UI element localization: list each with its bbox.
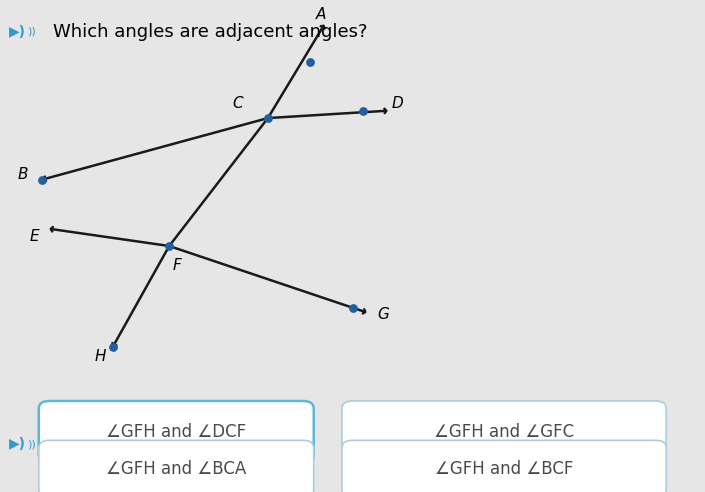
Text: E: E (29, 229, 39, 244)
Text: ∠GFH and ∠DCF: ∠GFH and ∠DCF (106, 423, 246, 441)
Text: F: F (173, 258, 181, 273)
Text: Which angles are adjacent angles?: Which angles are adjacent angles? (53, 23, 367, 41)
Point (305, 58, 316, 65)
Text: ∠GFH and ∠GFC: ∠GFH and ∠GFC (434, 423, 574, 441)
Text: )): )) (27, 439, 35, 449)
FancyBboxPatch shape (342, 401, 666, 462)
Point (164, 242, 175, 250)
Point (37, 176, 48, 184)
Text: ∠GFH and ∠BCA: ∠GFH and ∠BCA (106, 460, 246, 478)
Point (347, 304, 358, 311)
Text: )): )) (27, 27, 35, 37)
Text: ∠GFH and ∠BCF: ∠GFH and ∠BCF (435, 460, 573, 478)
Point (262, 114, 274, 122)
Text: B: B (18, 167, 28, 182)
Text: ▶): ▶) (9, 437, 26, 451)
Text: D: D (391, 96, 403, 111)
Point (107, 343, 118, 351)
Text: A: A (316, 7, 326, 22)
FancyBboxPatch shape (39, 401, 314, 462)
Text: H: H (94, 349, 106, 364)
FancyBboxPatch shape (342, 440, 666, 492)
Text: ▶): ▶) (9, 25, 26, 39)
FancyBboxPatch shape (39, 440, 314, 492)
Point (357, 107, 369, 115)
Text: C: C (233, 96, 243, 111)
Text: G: G (377, 308, 389, 322)
